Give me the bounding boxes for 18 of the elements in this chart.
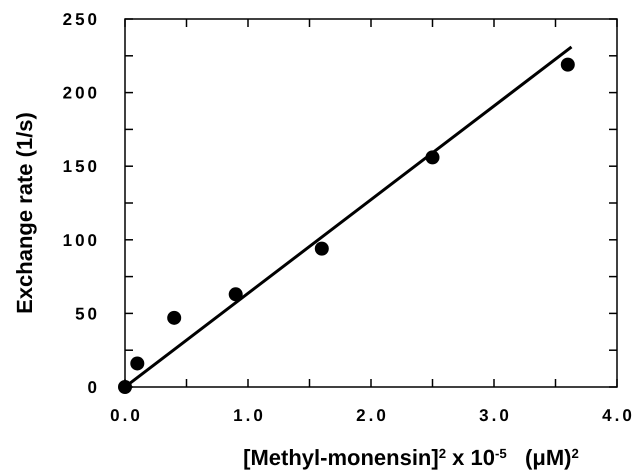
- y-tick-label: 200: [62, 84, 100, 103]
- x-tick-label: 3.0: [479, 406, 512, 425]
- point: [228, 287, 243, 302]
- y-axis-title: Exchange rate (1/s): [12, 112, 37, 314]
- y-tick-label: 100: [62, 230, 100, 250]
- y-tick-label: 50: [75, 304, 100, 324]
- y-tick-label: 250: [62, 10, 100, 29]
- x-tick-label: 4.0: [602, 406, 635, 425]
- point: [560, 58, 575, 72]
- y-tick-label: 150: [62, 157, 100, 176]
- point: [314, 242, 329, 256]
- x-tick-label: 0.0: [110, 406, 143, 425]
- x-tick-label: 1.0: [233, 406, 266, 425]
- x-tick-label: 2.0: [356, 406, 389, 425]
- y-tick-label: 0: [88, 378, 100, 397]
- text: [Methyl-monensin]$^{2}$ x 10$^{-5}$ (μM)$^{2}$: [243, 445, 579, 470]
- point: [167, 310, 182, 325]
- point: [130, 356, 144, 370]
